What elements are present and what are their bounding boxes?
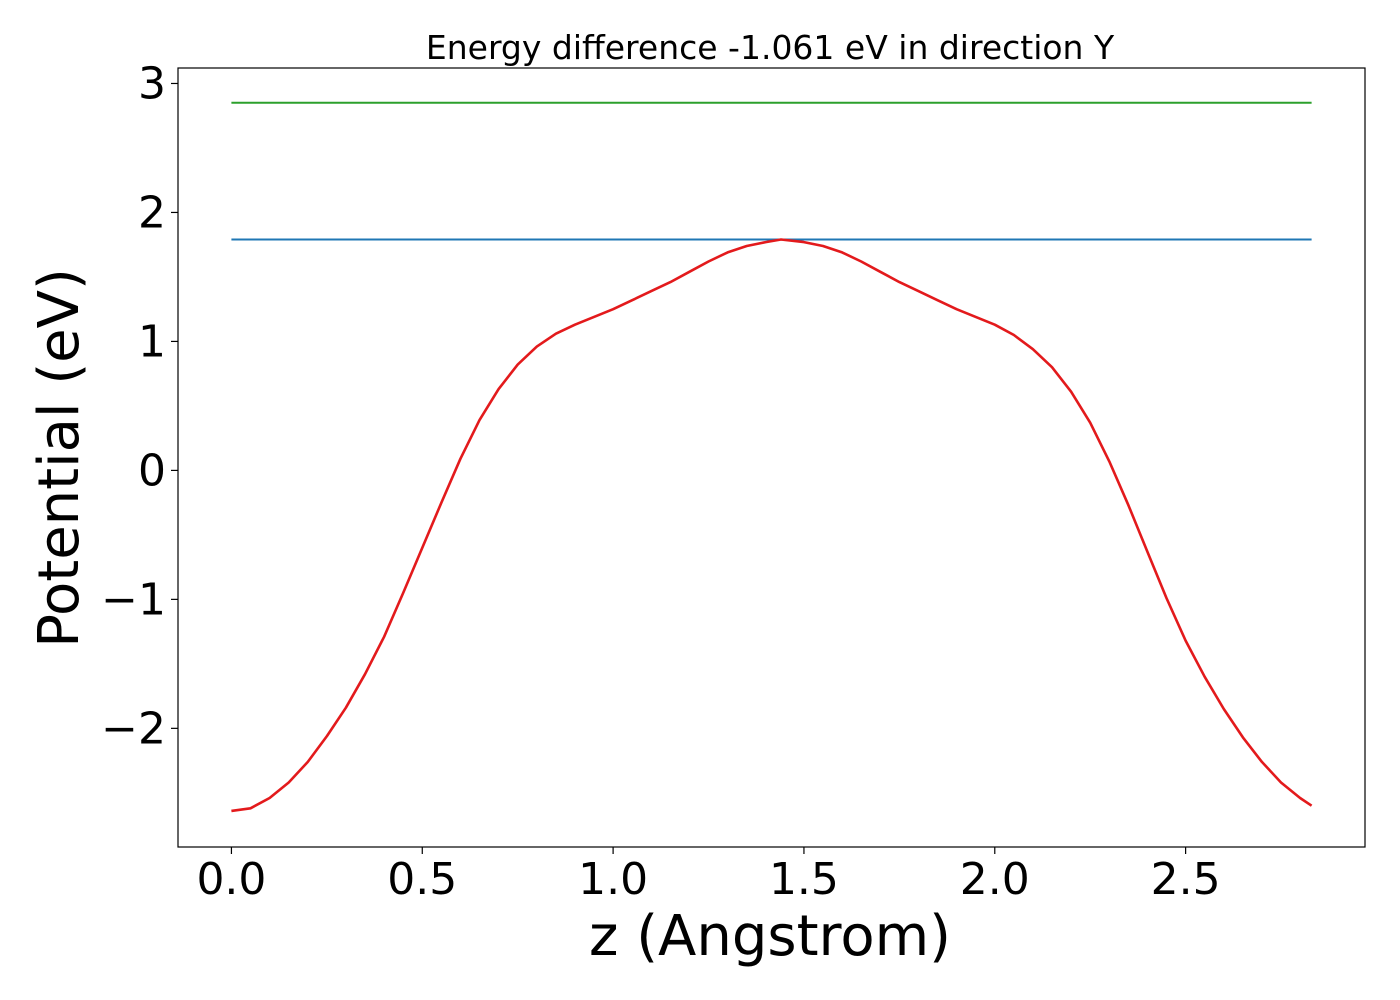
x-axis-label: z (Angstrom) xyxy=(589,904,951,969)
x-axis-ticks: 0.0 0.5 1.0 1.5 2.0 2.5 xyxy=(196,847,1221,905)
series-line-2 xyxy=(231,238,1313,813)
y-axis-label: Potential (eV) xyxy=(27,268,92,648)
y-tick-label: 1 xyxy=(138,316,166,367)
y-tick-label: −2 xyxy=(101,703,166,754)
x-tick-label: 1.5 xyxy=(769,854,839,905)
plot-frame xyxy=(177,67,1366,848)
series-layer xyxy=(231,101,1313,813)
x-tick-label: 2.5 xyxy=(1151,854,1221,905)
x-tick-label: 0.5 xyxy=(387,854,457,905)
y-axis-ticks: −2 −1 0 1 2 3 xyxy=(101,58,178,754)
y-tick-label: 3 xyxy=(138,58,166,109)
chart-title: Energy difference -1.061 eV in direction… xyxy=(426,28,1115,67)
x-tick-label: 1.0 xyxy=(578,854,648,905)
x-tick-label: 2.0 xyxy=(960,854,1030,905)
x-tick-label: 0.0 xyxy=(196,854,266,905)
y-tick-label: 0 xyxy=(138,445,166,496)
y-tick-label: 2 xyxy=(138,187,166,238)
y-tick-label: −1 xyxy=(101,574,166,625)
